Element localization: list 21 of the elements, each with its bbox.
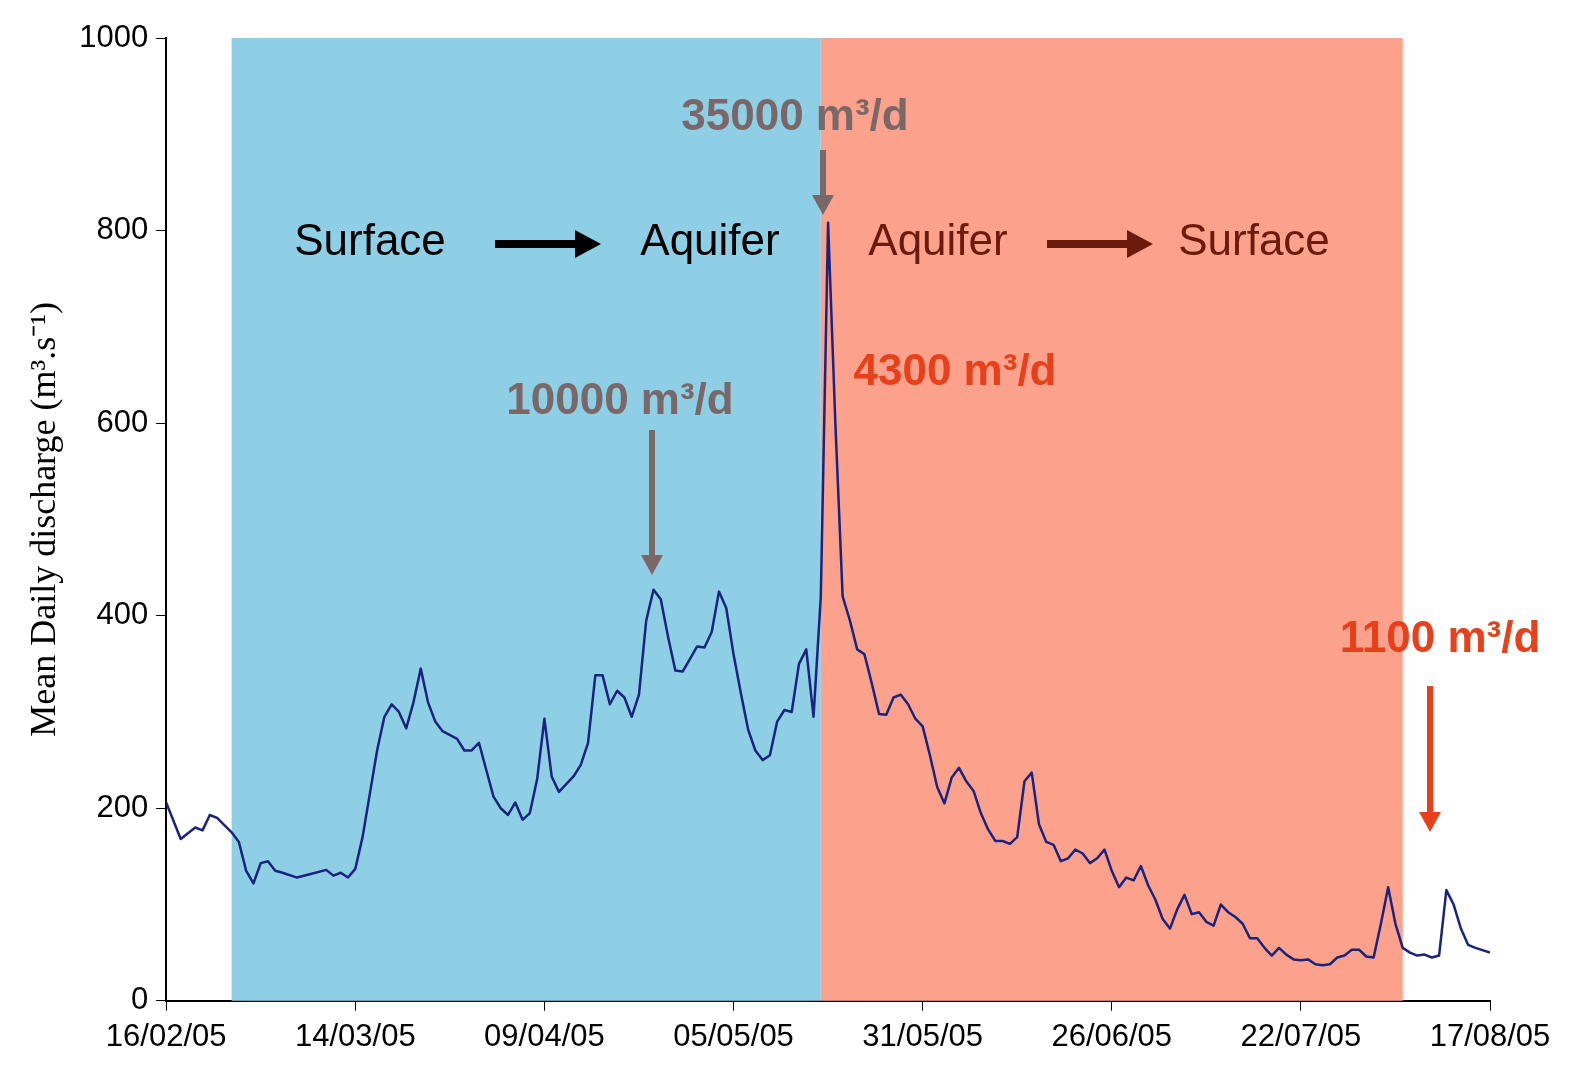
annotation: 10000 m³/d — [506, 374, 734, 424]
y-tick-label: 600 — [96, 403, 149, 439]
x-tick-label: 26/06/05 — [1051, 1017, 1173, 1053]
x-tick-label: 05/05/05 — [673, 1017, 794, 1053]
annotation: Surface — [1178, 215, 1330, 265]
x-tick-label: 09/04/05 — [484, 1017, 605, 1053]
y-tick-label: 0 — [130, 981, 149, 1017]
x-tick-label: 17/08/05 — [1429, 1017, 1551, 1053]
x-tick-label: 14/03/05 — [294, 1017, 416, 1053]
annotation: Aquifer — [640, 215, 780, 265]
y-axis-title: Mean Daily discharge (m³.s⁻¹) — [23, 301, 64, 737]
annotation: 4300 m³/d — [853, 345, 1057, 395]
y-tick-label: 800 — [96, 211, 149, 247]
annotation: Aquifer — [868, 215, 1008, 265]
x-tick-label: 22/07/05 — [1240, 1017, 1362, 1053]
y-tick-label: 1000 — [79, 18, 149, 54]
x-tick-label: 31/05/05 — [862, 1017, 983, 1053]
y-tick-label: 200 — [96, 788, 149, 824]
y-tick-label: 400 — [96, 596, 149, 632]
annotation: Surface — [294, 215, 446, 265]
x-tick-label: 16/02/05 — [105, 1017, 227, 1053]
